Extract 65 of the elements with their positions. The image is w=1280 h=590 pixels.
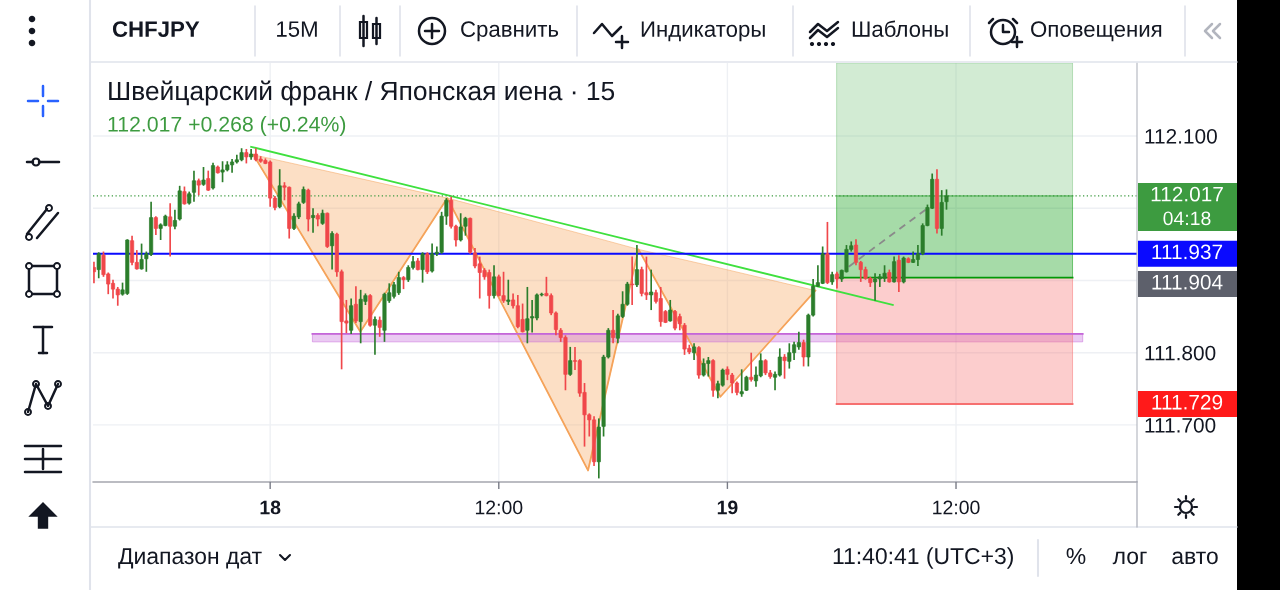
candlestick — [525, 286, 530, 345]
candlestick — [139, 242, 144, 271]
ref-line-label: 112.017 — [1151, 186, 1223, 202]
text: Сравнить — [461, 21, 559, 42]
x-tick-label: 12:00 — [933, 500, 980, 515]
text: лог — [1112, 551, 1147, 565]
candlestick — [377, 315, 382, 338]
candlestick — [896, 254, 901, 293]
text: авто — [1172, 551, 1218, 565]
candlestick — [206, 169, 211, 192]
candlestick — [93, 260, 96, 285]
y-tick-label: 111.800 — [1145, 345, 1216, 361]
candlestick — [396, 270, 401, 296]
x-tick-label: 18 — [260, 500, 281, 515]
candlestick — [611, 309, 616, 345]
candlestick — [668, 299, 673, 323]
candlestick — [506, 278, 511, 306]
candlestick — [425, 251, 430, 275]
candlestick — [277, 168, 282, 210]
text: 112.017 +0.268 (+0.24%) — [108, 116, 346, 136]
y-tick-label: 112.100 — [1145, 128, 1217, 144]
text: Швейцарский франк / Японская иена · 15 — [109, 80, 615, 106]
candlestick — [182, 185, 187, 206]
candlestick — [168, 202, 173, 258]
candlestick — [330, 230, 335, 271]
text: CHFJPY — [112, 21, 200, 37]
candlestick — [782, 353, 787, 380]
candlestick — [353, 285, 358, 324]
candlestick — [430, 242, 435, 274]
text: Оповещения — [1031, 21, 1162, 42]
candlestick — [749, 351, 754, 383]
text: 04:18 — [1163, 211, 1211, 226]
candlestick — [201, 166, 206, 187]
candlestick — [211, 161, 216, 191]
text: Диапазон дат — [118, 548, 262, 569]
y-tick-label: 111.700 — [1145, 417, 1216, 433]
text: Шаблоны — [852, 20, 948, 37]
candlestick — [420, 251, 425, 284]
candlestick — [649, 268, 654, 311]
candlestick — [853, 238, 859, 267]
candlestick — [630, 255, 635, 306]
x-tick-label: 12:00 — [475, 500, 523, 515]
candlestick — [372, 315, 377, 356]
candlestick — [191, 169, 196, 203]
text: % — [1066, 548, 1086, 565]
text: 11:40:41 (UTC+3) — [833, 547, 1013, 569]
candlestick — [96, 251, 101, 280]
candlestick — [153, 215, 158, 236]
text: 111.904 — [1152, 274, 1223, 290]
candlestick — [787, 342, 792, 370]
candlestick — [130, 234, 135, 267]
candlestick — [873, 272, 878, 302]
candlestick — [568, 346, 573, 377]
candlestick — [672, 309, 678, 332]
text: Индикаторы — [641, 21, 765, 42]
candlestick — [796, 330, 801, 351]
text: 15M — [277, 21, 317, 37]
candlestick — [492, 264, 497, 300]
candlestick — [311, 207, 316, 234]
candlestick — [801, 338, 806, 368]
ref-line-label: 111.937 — [1152, 244, 1223, 260]
x-tick-label: 19 — [717, 500, 738, 515]
candlestick — [892, 255, 897, 284]
text: 111.729 — [1152, 394, 1223, 410]
candlestick — [634, 244, 639, 288]
